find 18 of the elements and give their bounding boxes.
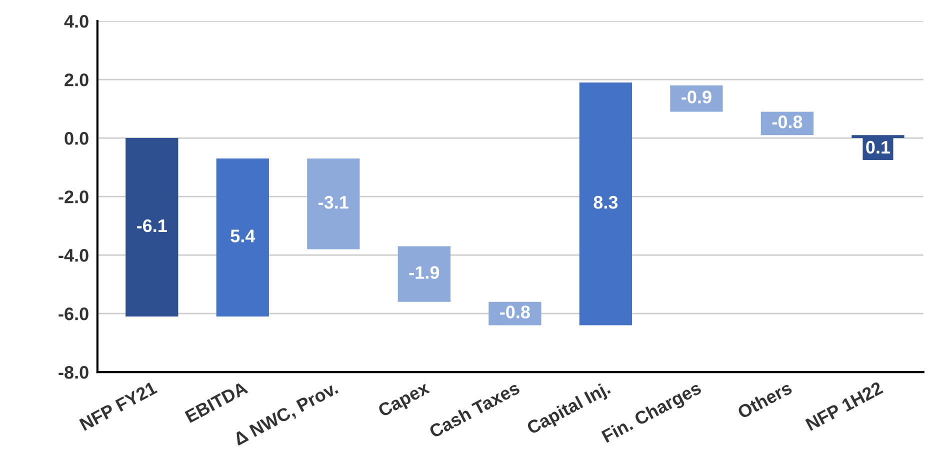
y-tick-label: 0.0 — [64, 132, 88, 145]
data-label: -0.8 — [500, 306, 530, 318]
data-label: 5.4 — [230, 230, 256, 242]
data-label: -1.9 — [409, 266, 440, 279]
x-tick-label: NFP 1H22 — [805, 381, 884, 431]
y-tick-label: -2.0 — [58, 190, 88, 204]
data-label: 8.3 — [594, 196, 618, 209]
x-tick-label: NFP FY21 — [79, 381, 158, 431]
y-tick-label: 4.0 — [64, 14, 88, 28]
y-tick-label: -6.0 — [58, 307, 88, 320]
data-label: -0.9 — [682, 90, 712, 104]
y-tick-label: -4.0 — [58, 248, 88, 262]
data-label: 0.1 — [866, 140, 890, 154]
data-label: -0.8 — [772, 115, 802, 128]
data-label: -6.1 — [137, 219, 167, 232]
y-tick-label: -8.0 — [58, 366, 88, 379]
y-tick-label: 2.0 — [64, 73, 88, 86]
data-label: -3.1 — [318, 196, 348, 209]
